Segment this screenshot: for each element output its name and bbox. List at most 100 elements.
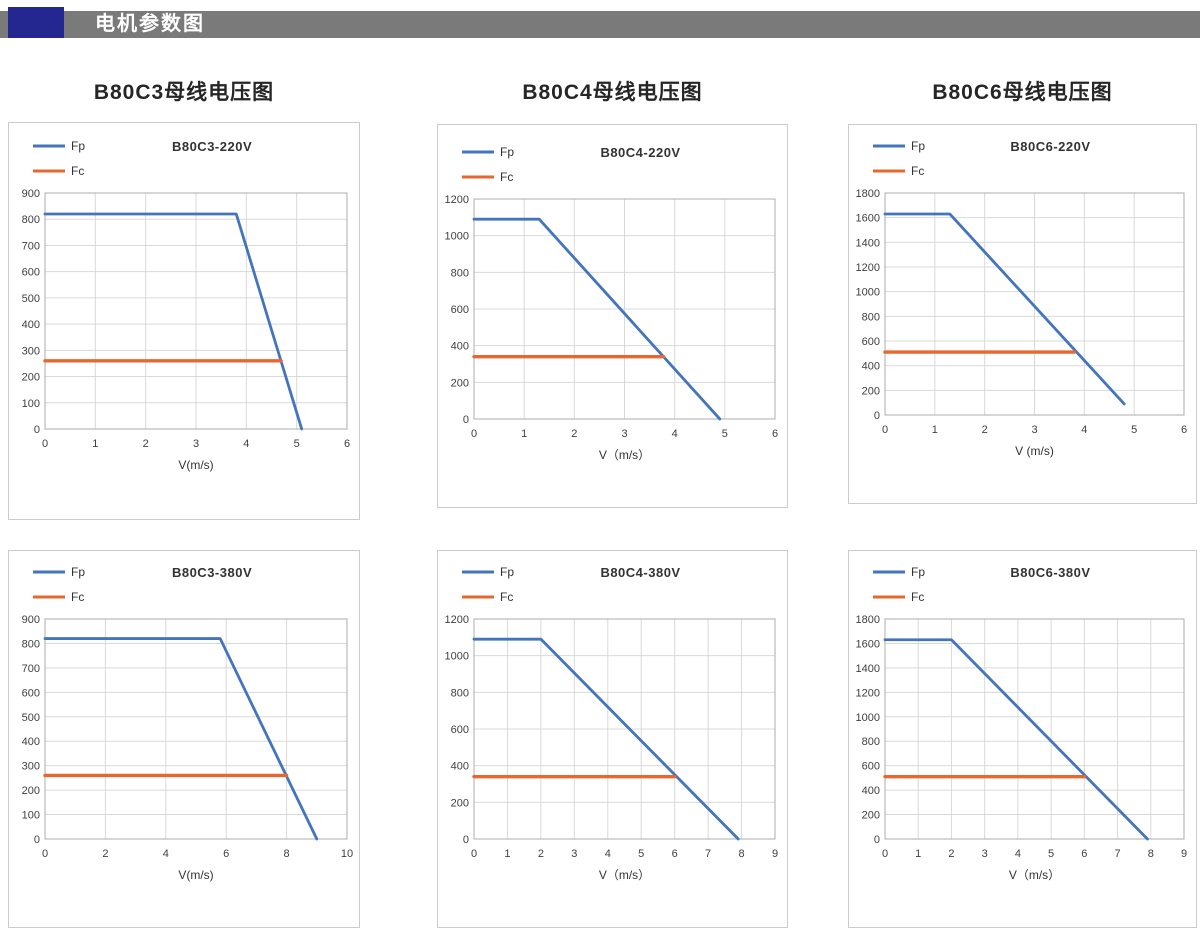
svg-text:1: 1 — [92, 438, 98, 450]
svg-text:900: 900 — [22, 614, 40, 626]
x-axis-tick-labels: 0 1 2 3 4 5 6 — [471, 428, 778, 440]
svg-text:0: 0 — [874, 410, 880, 422]
svg-text:1: 1 — [915, 848, 921, 860]
chart-svg: 0 200 400 600 800 1000 1200 0 1 2 3 4 5 6 7 8 9 V（m/s） B80… — [445, 565, 779, 882]
svg-text:4: 4 — [1015, 848, 1021, 860]
legend: Fp Fc — [33, 139, 85, 178]
svg-text:800: 800 — [451, 687, 469, 699]
legend-fc-label: Fc — [500, 170, 513, 184]
chart-title: B80C4-380V — [600, 565, 680, 580]
y-axis-tick-labels: 0 200 400 600 800 1000 1200 — [445, 194, 469, 426]
svg-text:100: 100 — [22, 398, 40, 410]
svg-text:400: 400 — [862, 361, 880, 373]
legend-fp-label: Fp — [71, 139, 85, 153]
chart-title: B80C3-220V — [172, 139, 252, 154]
svg-text:2: 2 — [143, 438, 149, 450]
legend-fp-label: Fp — [911, 139, 925, 153]
svg-text:1000: 1000 — [856, 287, 880, 299]
svg-text:600: 600 — [862, 761, 880, 773]
legend: Fp Fc — [33, 565, 85, 604]
svg-text:4: 4 — [672, 428, 678, 440]
x-axis-label: V(m/s) — [178, 458, 213, 472]
svg-text:1000: 1000 — [445, 231, 469, 243]
svg-text:200: 200 — [22, 785, 40, 797]
svg-text:2: 2 — [948, 848, 954, 860]
svg-text:0: 0 — [42, 848, 48, 860]
svg-text:600: 600 — [862, 336, 880, 348]
chart-card-b80c4-220v: 0 200 400 600 800 1000 1200 0 1 2 3 4 5 6 V（m/s） B80C4-… — [437, 124, 788, 508]
svg-text:6: 6 — [672, 848, 678, 860]
svg-text:2: 2 — [982, 424, 988, 436]
plot-border — [44, 192, 348, 430]
chart-svg: 0 200 400 600 800 1000 1200 1400 1600 1800 0 1 2 3 4 5 6… — [856, 565, 1188, 882]
legend: Fp Fc — [873, 139, 925, 178]
chart-card-b80c6-220v: 0 200 400 600 800 1000 1200 1400 1600 1800 0 1 2 3 4 5 6… — [848, 124, 1197, 504]
svg-text:5: 5 — [1048, 848, 1054, 860]
svg-text:200: 200 — [22, 372, 40, 384]
legend-fc-label: Fc — [911, 590, 924, 604]
svg-text:700: 700 — [22, 240, 40, 252]
svg-text:1600: 1600 — [856, 638, 880, 650]
svg-text:6: 6 — [223, 848, 229, 860]
fp-line — [883, 638, 1149, 841]
x-axis-label: V（m/s） — [599, 868, 650, 882]
svg-text:9: 9 — [1181, 848, 1187, 860]
svg-text:1800: 1800 — [856, 188, 880, 200]
svg-text:10: 10 — [341, 848, 353, 860]
svg-text:3: 3 — [982, 848, 988, 860]
svg-text:1200: 1200 — [856, 687, 880, 699]
legend-fc-label: Fc — [71, 590, 84, 604]
chart-card-b80c4-380v: 0 200 400 600 800 1000 1200 0 1 2 3 4 5 6 7 8 9 V（m/s） B80… — [437, 550, 788, 928]
y-axis-tick-labels: 0 200 400 600 800 1000 1200 1400 1600 1800 — [856, 188, 880, 422]
svg-text:4: 4 — [605, 848, 611, 860]
chart-title: B80C6-220V — [1010, 139, 1090, 154]
legend-fp-label: Fp — [500, 565, 514, 579]
chart-svg: 0 200 400 600 800 1000 1200 0 1 2 3 4 5 6 V（m/s） B80C4-… — [445, 145, 779, 462]
header-accent-block — [8, 7, 64, 38]
x-axis-tick-labels: 0 1 2 3 4 5 6 — [882, 424, 1187, 436]
svg-text:8: 8 — [1148, 848, 1154, 860]
svg-text:400: 400 — [451, 341, 469, 353]
svg-text:5: 5 — [294, 438, 300, 450]
svg-text:5: 5 — [638, 848, 644, 860]
legend-fp-label: Fp — [911, 565, 925, 579]
svg-text:600: 600 — [22, 687, 40, 699]
svg-text:800: 800 — [451, 267, 469, 279]
svg-text:9: 9 — [772, 848, 778, 860]
svg-text:6: 6 — [1081, 848, 1087, 860]
svg-text:8: 8 — [284, 848, 290, 860]
legend: Fp Fc — [462, 145, 514, 184]
svg-text:400: 400 — [451, 761, 469, 773]
svg-text:200: 200 — [862, 385, 880, 397]
svg-text:600: 600 — [22, 267, 40, 279]
svg-text:800: 800 — [22, 214, 40, 226]
svg-text:2: 2 — [538, 848, 544, 860]
svg-text:7: 7 — [1114, 848, 1120, 860]
svg-text:600: 600 — [451, 304, 469, 316]
column-title-b80c6: B80C6母线电压图 — [932, 81, 1113, 104]
legend: Fp Fc — [462, 565, 514, 604]
chart-title: B80C6-380V — [1010, 565, 1090, 580]
svg-text:1200: 1200 — [856, 262, 880, 274]
svg-text:0: 0 — [42, 438, 48, 450]
legend-fc-label: Fc — [500, 590, 513, 604]
svg-text:0: 0 — [463, 414, 469, 426]
svg-text:2: 2 — [102, 848, 108, 860]
y-axis-tick-labels: 0 100 200 300 400 500 600 700 800 900 — [22, 614, 40, 846]
legend-fc-label: Fc — [71, 164, 84, 178]
svg-text:1200: 1200 — [445, 194, 469, 206]
gridlines — [884, 192, 1185, 416]
fp-line — [472, 637, 740, 841]
gridlines — [44, 192, 348, 430]
chart-svg: 0 200 400 600 800 1000 1200 1400 1600 1800 0 1 2 3 4 5 6… — [856, 139, 1188, 458]
svg-text:700: 700 — [22, 663, 40, 675]
svg-text:200: 200 — [451, 797, 469, 809]
page-title: 电机参数图 — [95, 13, 205, 35]
svg-text:8: 8 — [738, 848, 744, 860]
x-axis-label: V(m/s) — [178, 868, 213, 882]
svg-text:900: 900 — [22, 188, 40, 200]
y-axis-tick-labels: 0 100 200 300 400 500 600 700 800 900 — [22, 188, 40, 436]
section-header-bar: 电机参数图 — [0, 11, 1200, 38]
svg-text:3: 3 — [193, 438, 199, 450]
svg-text:4: 4 — [1081, 424, 1087, 436]
